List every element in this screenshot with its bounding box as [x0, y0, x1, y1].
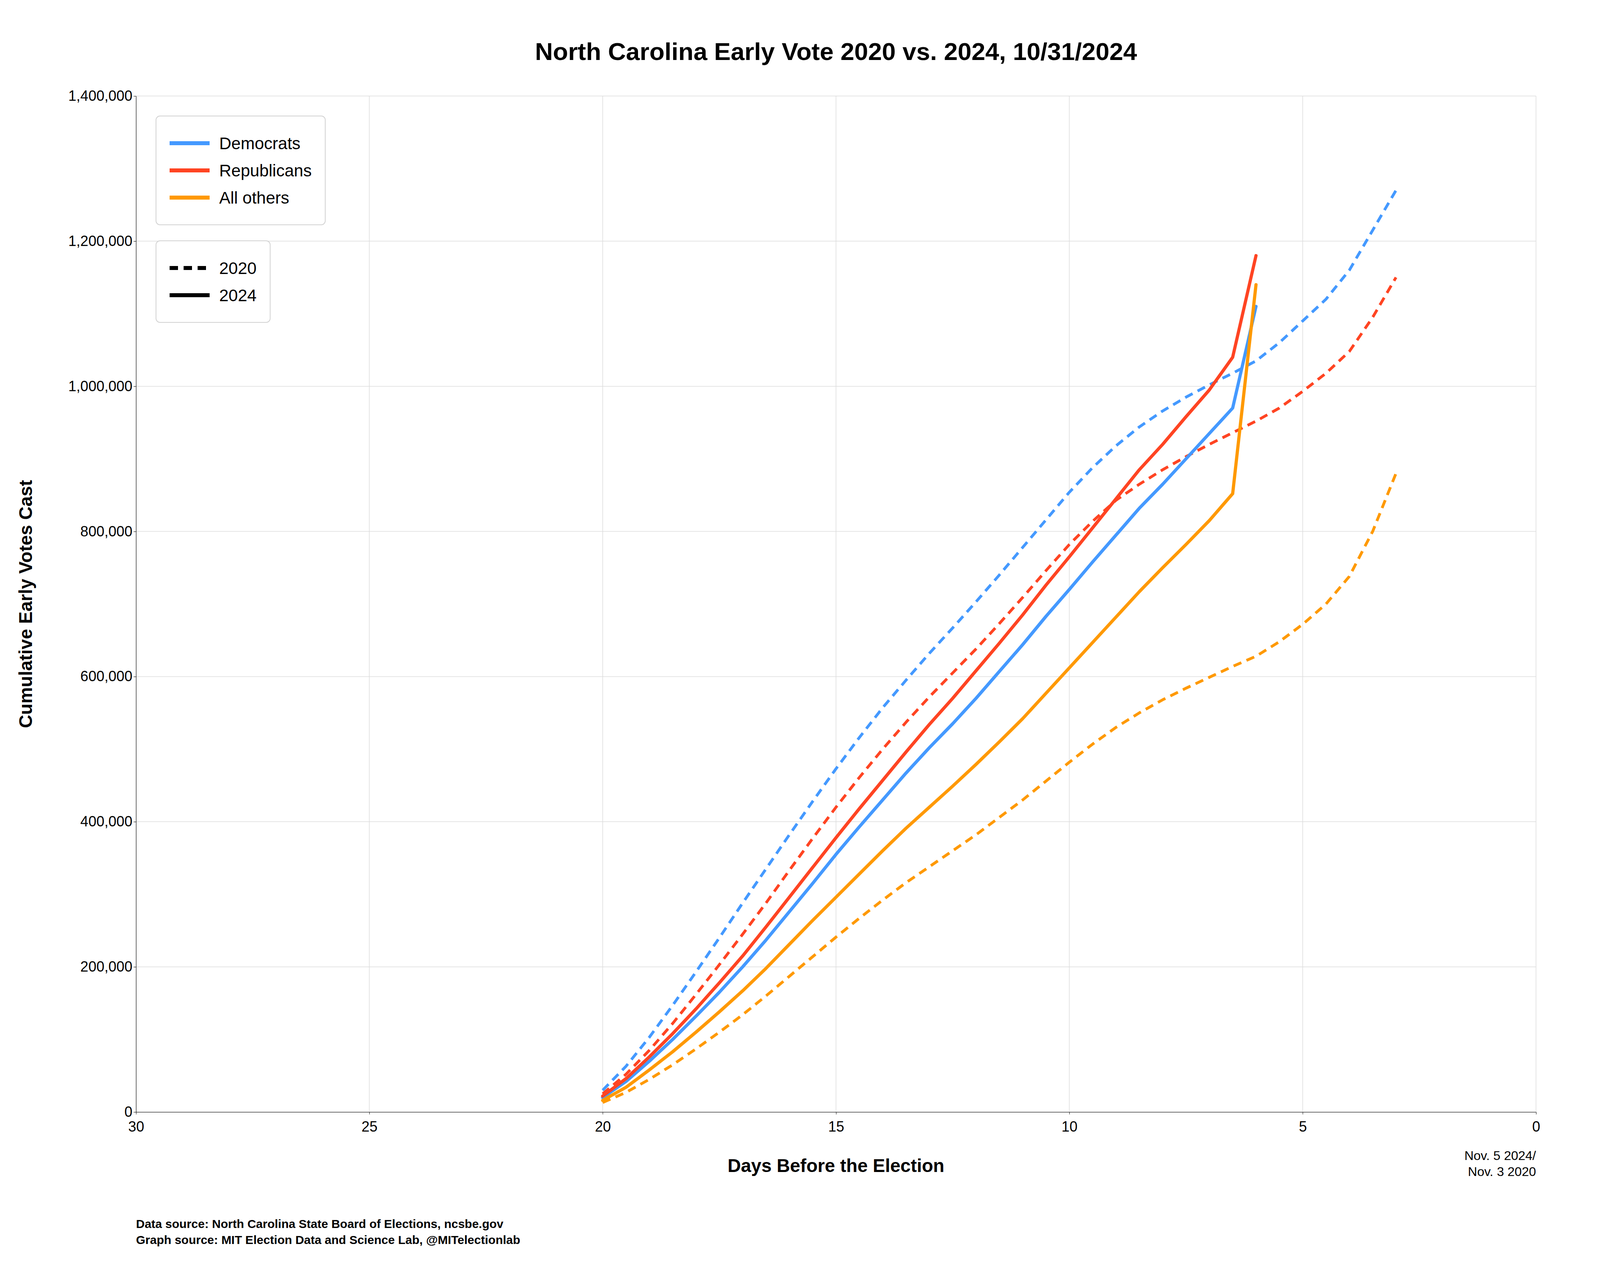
tick-label: 30	[128, 1118, 144, 1135]
y-axis: 0 200,000 400,000 600,000 800,000 1,000,000 1,…	[68, 87, 137, 1120]
plot: 30 25 20 15 10 5 0 0 200,000 400,000 600,000 800,00…	[68, 87, 1541, 1135]
legend-swatch	[169, 195, 210, 200]
tick-mark	[836, 1112, 837, 1115]
legend: Democrats Republicans All others	[156, 116, 326, 225]
legend-label: 2024	[219, 286, 257, 305]
legend-swatch	[169, 168, 210, 173]
grid-line-x	[1535, 96, 1537, 1112]
series-line	[602, 284, 1256, 1101]
title: North Carolina Early Vote 2020 vs. 2024,…	[535, 37, 1138, 66]
tick-label: 10	[1061, 1118, 1078, 1135]
tick-mark	[136, 1112, 137, 1115]
y-axis-label: Cumulative Early Votes Cast	[15, 480, 36, 728]
tick-mark	[1302, 1112, 1304, 1115]
tick-label: 0	[1532, 1118, 1540, 1135]
tick-mark	[133, 821, 136, 822]
grid-line-x	[1302, 96, 1304, 1112]
grid-line-x	[369, 96, 370, 1112]
tick: 1,200,000	[68, 232, 136, 250]
tick: 1,000,000	[68, 378, 136, 395]
tick: 25	[361, 1112, 378, 1135]
source-note: Data source: North Carolina State Board …	[136, 1217, 521, 1247]
tick: 1,400,000	[68, 87, 136, 104]
tick: 20	[594, 1112, 611, 1135]
tick-label: 5	[1298, 1118, 1307, 1135]
legend-swatch	[169, 266, 210, 270]
x-axis: 30 25 20 15 10 5 0	[128, 1112, 1540, 1135]
tick-mark	[133, 241, 136, 242]
grid-line-x	[602, 96, 604, 1112]
tick-label: 600,000	[80, 668, 133, 685]
series-line	[602, 277, 1396, 1094]
tick-mark	[133, 966, 136, 968]
tick-label: 15	[828, 1118, 844, 1135]
legend-label: 2020	[219, 258, 257, 278]
lines	[602, 190, 1396, 1103]
legend-box	[156, 116, 326, 225]
tick: 5	[1298, 1112, 1307, 1135]
x-axis-label: Days Before the Election	[727, 1155, 945, 1176]
tick: 200,000	[80, 958, 136, 975]
tick-label: 1,000,000	[68, 378, 133, 395]
grid	[136, 96, 1536, 1112]
series-line	[602, 306, 1256, 1098]
tick-mark	[1069, 1112, 1070, 1115]
tick: 0	[1532, 1112, 1540, 1135]
legend-swatch	[169, 293, 210, 298]
tick-label: 1,400,000	[68, 87, 133, 104]
tick-mark	[602, 1112, 604, 1115]
tick-label: 25	[361, 1118, 378, 1135]
legend-swatch	[169, 141, 210, 146]
grid-line-y	[136, 821, 1536, 823]
legend-box	[156, 240, 270, 323]
tick-mark	[133, 531, 136, 532]
legend-label: All others	[219, 188, 290, 208]
legend-label: Democrats	[219, 134, 301, 153]
tick-label: 200,000	[80, 958, 133, 975]
series-line	[602, 190, 1396, 1091]
tick-mark	[133, 96, 136, 97]
grid-line-y	[136, 676, 1536, 678]
grid-line-y	[136, 95, 1536, 97]
tick-label: 1,200,000	[68, 232, 133, 250]
grid-line-x	[135, 96, 137, 1112]
chart: 30 25 20 15 10 5 0 0 200,000 400,000 600,000 800,00…	[0, 0, 1600, 1280]
tick-mark	[133, 386, 136, 387]
tick: 15	[828, 1112, 844, 1135]
grid-line-y	[136, 240, 1536, 242]
tick-label: 400,000	[80, 813, 133, 830]
tick: 0	[124, 1103, 136, 1120]
legend-label: Republicans	[219, 161, 312, 180]
tick-label: 0	[124, 1103, 133, 1120]
grid-line-y	[136, 966, 1536, 968]
grid-line-x	[1069, 96, 1070, 1112]
tick-mark	[133, 1112, 136, 1113]
tick: 400,000	[80, 813, 136, 830]
series-line	[602, 255, 1256, 1096]
tick: 600,000	[80, 668, 136, 685]
tick-label: 800,000	[80, 523, 133, 540]
tick-mark	[369, 1112, 370, 1115]
grid-line-y	[136, 531, 1536, 532]
legend: 2020 2024	[156, 240, 270, 323]
tick-mark	[1536, 1112, 1537, 1115]
grid-line-y	[136, 386, 1536, 387]
axis-line	[136, 96, 137, 1113]
annotation: Nov. 5 2024/Nov. 3 2020	[1464, 1148, 1536, 1179]
tick: 800,000	[80, 523, 136, 540]
grid-line-x	[835, 96, 837, 1112]
tick-label: 20	[594, 1118, 611, 1135]
tick: 10	[1061, 1112, 1078, 1135]
tick-mark	[133, 676, 136, 677]
